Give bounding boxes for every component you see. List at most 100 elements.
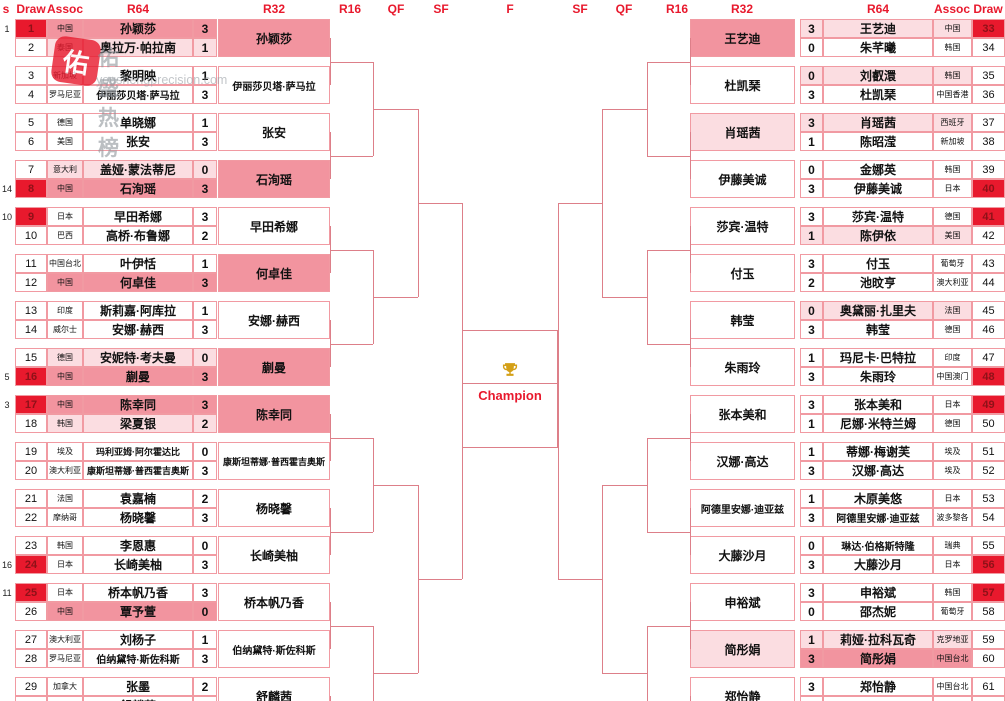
score-cell: 0: [800, 38, 823, 57]
player-name-cell: 申裕斌: [823, 583, 933, 602]
bracket-line: [602, 484, 647, 486]
champion-label: Champion: [478, 388, 542, 403]
assoc-cell: 中国香港: [933, 85, 972, 104]
score-cell: 3: [800, 555, 823, 574]
trophy-icon: [502, 361, 519, 378]
header-col-label: R16: [665, 2, 689, 16]
score-cell: 2: [193, 414, 217, 433]
score-cell: 0: [193, 602, 217, 621]
assoc-cell: 克罗地亚: [933, 630, 972, 649]
r32-winner-cell: 长崎美柚: [218, 536, 330, 574]
player-name-cell: 杨晓馨: [83, 508, 193, 527]
player-name-cell: 斯莉嘉·阿库拉: [83, 301, 193, 320]
r32-winner-cell: 申裕斌: [690, 583, 795, 621]
player-name-cell: 陈幸同: [83, 395, 193, 414]
score-cell: 0: [800, 66, 823, 85]
assoc-cell: 德国: [933, 414, 972, 433]
score-cell: 3: [193, 320, 217, 339]
player-name-cell: 杜凯琹: [823, 85, 933, 104]
score-cell: 1: [800, 132, 823, 151]
player-name-cell: 刘杨子: [83, 630, 193, 649]
draw-cell: 55: [972, 536, 1005, 555]
player-name-cell: 桥本帆乃香: [83, 583, 193, 602]
header-col-label: s: [2, 2, 10, 16]
champion-box: Champion: [462, 330, 558, 448]
score-cell: 3: [193, 508, 217, 527]
bracket-line: [647, 249, 648, 344]
bracket-line: [647, 61, 690, 63]
seed-number: 3: [4, 399, 10, 410]
player-name-cell: 何卓佳: [83, 273, 193, 292]
draw-cell: 19: [15, 442, 47, 461]
score-cell: 3: [800, 254, 823, 273]
r32-winner-cell: 孙颖莎: [218, 19, 330, 57]
player-name-cell: 伯纳黛特·斯佐科斯: [83, 649, 193, 668]
assoc-cell: 新加坡: [933, 132, 972, 151]
bracket-line: [373, 484, 418, 486]
assoc-cell: 中国: [47, 273, 83, 292]
score-cell: 3: [800, 395, 823, 414]
score-cell: 3: [193, 583, 217, 602]
assoc-cell: [47, 696, 83, 701]
draw-cell: 57: [972, 583, 1005, 602]
score-cell: 1: [193, 630, 217, 649]
bracket-line: [330, 155, 373, 157]
score-cell: 1: [193, 38, 217, 57]
score-cell: 2: [800, 273, 823, 292]
score-cell: 3: [193, 207, 217, 226]
header-col-label: SF: [572, 2, 588, 16]
assoc-cell: 波多黎各: [933, 508, 972, 527]
draw-cell: 2: [15, 38, 47, 57]
assoc-cell: 韩国: [47, 536, 83, 555]
draw-cell: 9: [15, 207, 47, 226]
assoc-cell: 加拿大: [47, 677, 83, 696]
seed-number: 16: [1, 559, 12, 570]
r32-winner-cell: 莎宾·温特: [690, 207, 795, 245]
score-cell: 3: [800, 19, 823, 38]
draw-cell: 4: [15, 85, 47, 104]
score-cell: 0: [800, 602, 823, 621]
score-cell: 3: [193, 179, 217, 198]
r32-winner-cell: 肖瑶茜: [690, 113, 795, 151]
score-cell: 3: [800, 85, 823, 104]
score-cell: 1: [800, 489, 823, 508]
assoc-cell: 德国: [933, 320, 972, 339]
score-cell: 1: [800, 226, 823, 245]
assoc-cell: 威尔士: [47, 320, 83, 339]
player-name-cell: 汉娜·高达: [823, 461, 933, 480]
header-col-label: Assoc: [933, 2, 971, 16]
assoc-cell: 日本: [933, 395, 972, 414]
score-cell: 1: [193, 113, 217, 132]
header-col-label: R64: [866, 2, 890, 16]
draw-cell: 54: [972, 508, 1005, 527]
assoc-cell: 巴西: [47, 226, 83, 245]
score-cell: 3: [800, 207, 823, 226]
assoc-cell: 韩国: [933, 66, 972, 85]
bracket-line: [558, 202, 602, 204]
draw-cell: 39: [972, 160, 1005, 179]
bracket-line: [690, 226, 691, 273]
player-name-cell: 盖娅·蒙法蒂尼: [83, 160, 193, 179]
score-cell: 3: [800, 113, 823, 132]
assoc-cell: 中国: [47, 19, 83, 38]
player-name-cell: 高桥·布鲁娜: [83, 226, 193, 245]
assoc-cell: 印度: [933, 348, 972, 367]
r32-winner-cell: 郑怡静: [690, 677, 795, 701]
assoc-cell: 澳大利亚: [47, 630, 83, 649]
r32-winner-cell: 张安: [218, 113, 330, 151]
assoc-cell: 泰国: [47, 38, 83, 57]
assoc-cell: 韩国: [933, 583, 972, 602]
r32-winner-cell: 大藤沙月: [690, 536, 795, 574]
score-cell: 1: [800, 348, 823, 367]
r32-winner-cell: 安娜·赫西: [218, 301, 330, 339]
score-cell: 0: [800, 536, 823, 555]
draw-cell: [15, 696, 47, 701]
assoc-cell: 日本: [47, 207, 83, 226]
score-cell: 1: [193, 66, 217, 85]
assoc-cell: 中国: [933, 19, 972, 38]
seed-number: 11: [2, 587, 12, 598]
header-col-label: F: [506, 2, 514, 16]
player-name-cell: 朱雨玲: [823, 367, 933, 386]
bracket-line: [373, 625, 374, 701]
draw-cell: 26: [15, 602, 47, 621]
